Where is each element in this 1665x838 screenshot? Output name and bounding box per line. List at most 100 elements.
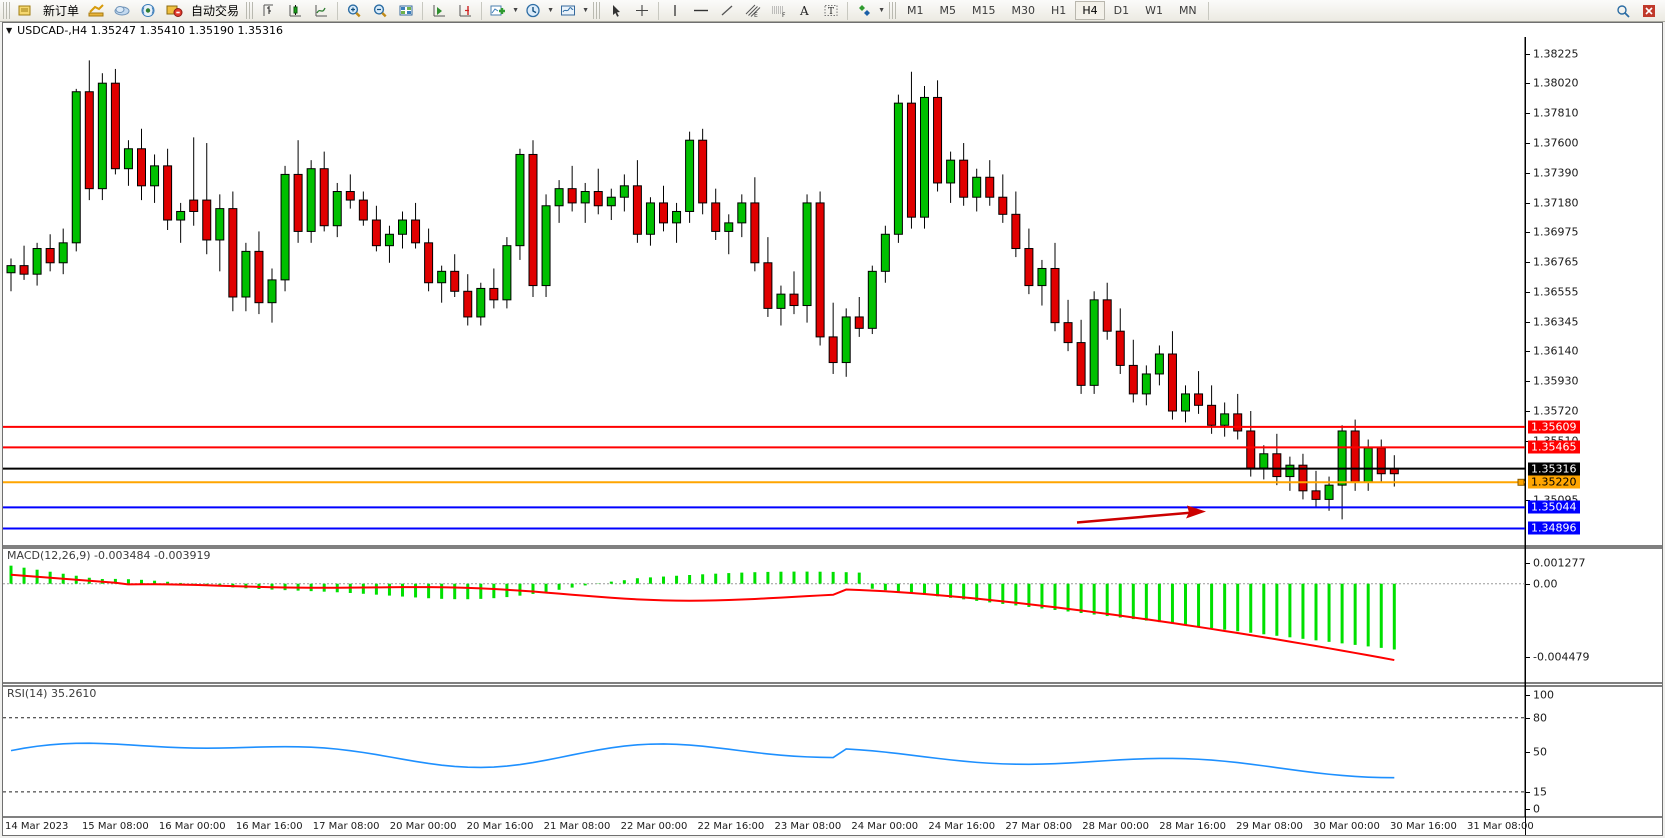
timeframe-m5[interactable]: M5 — [939, 4, 957, 17]
vertical-line-icon[interactable] — [663, 0, 687, 21]
timeframe-m15[interactable]: M15 — [972, 4, 996, 17]
price-tag-1.35044[interactable]: 1.35044 — [1528, 500, 1580, 514]
candle-body — [776, 293, 786, 309]
rsi-tick-label: 0 — [1533, 802, 1540, 816]
timeframe-h1[interactable]: H1 — [1051, 4, 1067, 17]
candle-body — [371, 219, 381, 247]
chart-menu-caret-icon[interactable]: ▼ — [6, 25, 13, 35]
toolbar-separator-2 — [422, 1, 424, 20]
close-icon[interactable] — [1637, 0, 1661, 21]
toolbar-separator-1 — [337, 1, 339, 20]
chart-window[interactable]: ▼ USDCAD-,H4 1.35247 1.35410 1.35190 1.3… — [2, 22, 1663, 836]
timeframe-d1[interactable]: D1 — [1113, 4, 1130, 17]
toolbar-separator-4 — [658, 1, 660, 20]
horizontal-line-icon[interactable] — [689, 0, 713, 21]
candlestick-chart-icon[interactable] — [283, 0, 307, 21]
candle-body — [1089, 299, 1099, 386]
toolbar-grip-4[interactable] — [889, 2, 897, 19]
autotrading-label[interactable]: 自动交易 — [191, 4, 240, 18]
timeframe-m1[interactable]: M1 — [907, 4, 924, 17]
price-tick — [1526, 83, 1530, 85]
candle-body — [19, 265, 29, 275]
price-tag-1.34896[interactable]: 1.34896 — [1528, 521, 1580, 535]
text-icon[interactable]: A — [793, 0, 817, 21]
expert-advisor-icon[interactable] — [84, 0, 108, 21]
candle-body — [998, 196, 1008, 215]
zoom-in-icon[interactable] — [342, 0, 366, 21]
search-icon[interactable] — [1611, 0, 1635, 21]
price-tag-1.35609[interactable]: 1.35609 — [1528, 420, 1580, 434]
timeframe-m30[interactable]: M30 — [1011, 4, 1036, 17]
toolbar-grip[interactable] — [3, 2, 10, 19]
text-label-icon[interactable]: T — [819, 0, 843, 21]
shapes-icon[interactable] — [852, 0, 876, 21]
candle-body — [97, 82, 107, 190]
fibonacci-icon[interactable]: F — [767, 0, 791, 21]
toolbar-grip-3[interactable] — [593, 2, 601, 19]
price-axis[interactable]: 1.38225 1.38020 1.37810 1.37600 1.37390 1.371… — [1525, 37, 1662, 835]
candle-body — [502, 245, 512, 301]
time-tick-label: 30 Mar 16:00 — [1390, 821, 1457, 832]
candle-body — [880, 233, 890, 272]
templates-dropdown-caret[interactable]: ▼ — [582, 7, 589, 14]
indicators-icon[interactable] — [486, 0, 510, 21]
pending-order-handle[interactable] — [1517, 478, 1525, 486]
candle-body — [71, 91, 81, 244]
candle-body — [1272, 453, 1282, 478]
templates-icon[interactable] — [556, 0, 580, 21]
cursor-icon[interactable] — [604, 0, 628, 21]
new-order-icon[interactable] — [14, 0, 38, 21]
price-tag-1.35220[interactable]: 1.35220 — [1528, 475, 1580, 489]
equidistant-channel-icon[interactable]: E — [741, 0, 765, 21]
autotrading-icon[interactable] — [162, 0, 186, 21]
bar-chart-icon[interactable] — [257, 0, 281, 21]
crosshair-icon[interactable] — [630, 0, 654, 21]
auto-scroll-icon[interactable] — [427, 0, 451, 21]
timeframe-h4[interactable]: H4 — [1075, 1, 1105, 20]
toolbar-grip-2[interactable] — [246, 2, 254, 19]
trendline-icon[interactable] — [715, 0, 739, 21]
rsi-tick — [1526, 695, 1530, 696]
price-tick — [1526, 172, 1530, 174]
main-toolbar: 新订单 自动交易 — [0, 0, 1665, 22]
candle-body — [241, 250, 251, 298]
macd-panel-label: MACD(12,26,9) -0.003484 -0.003919 — [7, 549, 211, 562]
new-order-label[interactable]: 新订单 — [43, 4, 80, 18]
candle-body — [893, 102, 903, 235]
period-dropdown-caret[interactable]: ▼ — [547, 7, 554, 14]
candle-body — [515, 153, 525, 247]
candle-body — [384, 233, 394, 247]
candle-body — [1246, 430, 1256, 469]
line-chart-icon[interactable] — [309, 0, 333, 21]
rsi-tick — [1526, 717, 1530, 719]
chart-plot-area[interactable]: 1.38225 1.38020 1.37810 1.37600 1.37390 1.371… — [3, 37, 1662, 835]
indicators-dropdown-caret[interactable]: ▼ — [512, 7, 519, 14]
shapes-dropdown-caret[interactable]: ▼ — [878, 7, 885, 14]
candle-body — [972, 176, 982, 198]
candle-body — [476, 287, 486, 318]
timeframe-w1[interactable]: W1 — [1145, 4, 1163, 17]
chart-shift-icon[interactable] — [453, 0, 477, 21]
candle-body — [946, 159, 956, 184]
cloud-icon[interactable] — [110, 0, 134, 21]
price-tag-1.35316[interactable]: 1.35316 — [1528, 462, 1580, 476]
candle-body — [163, 165, 173, 221]
candle-body — [1115, 330, 1125, 366]
period-icon[interactable] — [521, 0, 545, 21]
candle-body — [1363, 447, 1373, 483]
candle-body — [1207, 404, 1217, 426]
candle-body — [150, 165, 160, 187]
time-tick-label: 22 Mar 16:00 — [697, 821, 765, 832]
toolbar-right-group — [1610, 0, 1665, 21]
candle-body — [619, 185, 629, 198]
price-tag-1.35465[interactable]: 1.35465 — [1528, 440, 1580, 454]
signals-icon[interactable] — [136, 0, 160, 21]
candle-body — [737, 202, 747, 224]
candle-body — [1285, 464, 1295, 478]
candle-body — [685, 139, 695, 212]
candle-body — [711, 202, 721, 232]
data-window-icon[interactable] — [394, 0, 418, 21]
zoom-out-icon[interactable] — [368, 0, 392, 21]
timeframe-mn[interactable]: MN — [1178, 4, 1197, 17]
candle-body — [1102, 299, 1112, 332]
